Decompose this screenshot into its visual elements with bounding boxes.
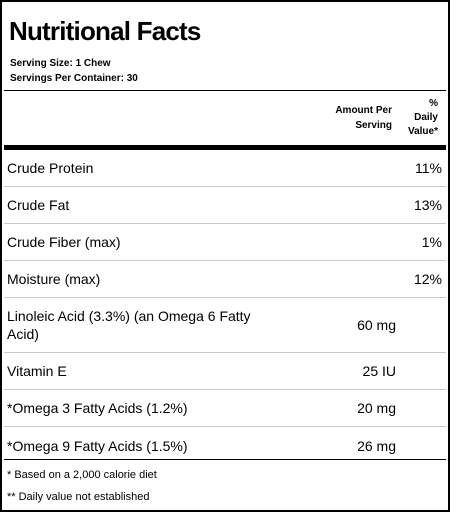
- table-row: Crude Protein 11%: [4, 150, 446, 187]
- nutrient-daily-value: 12%: [413, 271, 442, 287]
- thick-divider: [4, 145, 446, 150]
- nutrient-name: Vitamin E: [7, 363, 67, 379]
- nutrient-daily-value: 13%: [413, 197, 442, 213]
- nutrient-table: Crude Protein 11% Crude Fat 13% Crude Fi…: [4, 150, 446, 464]
- dv-header-line2: Daily: [414, 112, 438, 123]
- nutrient-daily-value: [396, 298, 442, 352]
- label-title: Nutritional Facts: [9, 16, 201, 46]
- nutrient-name: Crude Fat: [7, 197, 70, 213]
- nutrient-name: Moisture (max): [7, 271, 101, 287]
- dv-header-line3: Value*: [407, 126, 438, 137]
- amount-header-line1: Amount Per: [335, 105, 392, 116]
- nutrient-amount: 26 mg: [357, 437, 396, 454]
- nutrient-amount: 60 mg: [357, 317, 396, 333]
- table-row: *Omega 9 Fatty Acids (1.5%) 26 mg: [4, 427, 446, 464]
- nutrient-daily-value: 1%: [421, 234, 442, 250]
- nutrient-name: *Omega 3 Fatty Acids (1.2%): [7, 400, 188, 416]
- nutrient-amount: [294, 261, 396, 297]
- nutrient-name: Crude Protein: [7, 160, 94, 176]
- serving-size: Serving Size: 1 Chew: [10, 58, 111, 69]
- nutrient-name: Linoleic Acid (3.3%) (an Omega 6 Fatty A…: [7, 308, 251, 342]
- footer-divider: [4, 459, 446, 460]
- nutrient-amount: [294, 224, 396, 260]
- nutrient-amount: 20 mg: [357, 400, 396, 416]
- amount-header-line2: Serving: [355, 120, 392, 131]
- nutrient-name: *Omega 9 Fatty Acids (1.5%): [7, 437, 188, 454]
- nutrient-name: Crude Fiber (max): [7, 234, 121, 250]
- table-row: Linoleic Acid (3.3%) (an Omega 6 Fatty A…: [4, 298, 446, 353]
- table-row: *Omega 3 Fatty Acids (1.2%) 20 mg: [4, 390, 446, 427]
- divider: [4, 90, 446, 91]
- nutrient-daily-value: 11%: [415, 160, 442, 176]
- footnote-calorie-diet: * Based on a 2,000 calorie diet: [7, 469, 157, 481]
- nutrient-amount: [294, 150, 396, 186]
- nutrient-amount: 25 IU: [362, 363, 396, 379]
- nutrient-daily-value: [396, 353, 442, 389]
- dv-header-line1: %: [429, 98, 438, 109]
- footnote-daily-value: ** Daily value not established: [7, 491, 150, 503]
- table-row: Moisture (max) 12%: [4, 261, 446, 298]
- daily-value-header: % Daily Value*: [394, 97, 438, 139]
- nutrient-amount: [294, 187, 396, 223]
- servings-per-container: Servings Per Container: 30: [10, 73, 138, 84]
- table-row: Vitamin E 25 IU: [4, 353, 446, 390]
- amount-per-serving-header: Amount Per Serving: [302, 103, 392, 133]
- table-row: Crude Fiber (max) 1%: [4, 224, 446, 261]
- nutrient-daily-value: [396, 390, 442, 426]
- table-row: Crude Fat 13%: [4, 187, 446, 224]
